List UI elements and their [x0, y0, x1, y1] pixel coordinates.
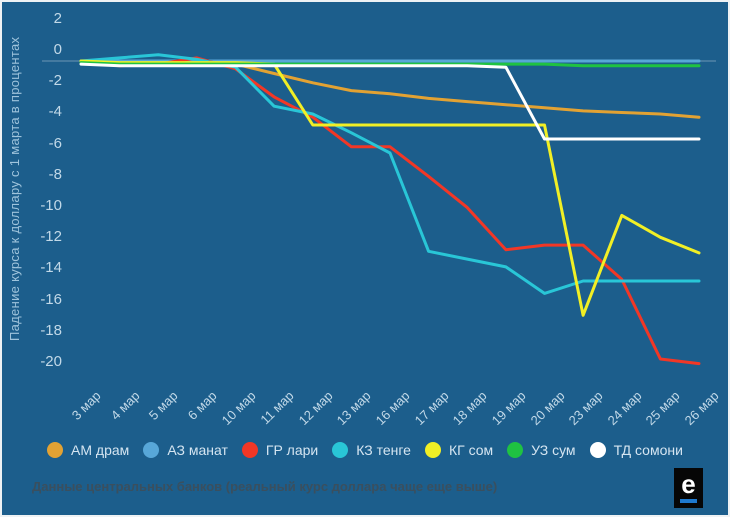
legend-item-kz-tenge: КЗ тенге	[332, 442, 411, 458]
y-tick-label: -4	[48, 103, 62, 121]
legend-dot-uz-sum	[507, 442, 524, 458]
legend-dot-kg-som	[424, 442, 441, 458]
legend-item-kg-som: КГ сом	[424, 442, 494, 458]
legend-dot-td-somoni	[589, 442, 606, 458]
legend-item-gr-lari: ГР лари	[241, 442, 319, 458]
series-line-td-somoni	[79, 62, 701, 141]
y-tick-label: -12	[40, 228, 62, 246]
logo-letter: e	[681, 468, 696, 499]
y-tick-label: -20	[40, 353, 62, 370]
legend-label-uz-sum: УЗ сум	[531, 442, 576, 458]
y-tick-label: -18	[40, 321, 62, 339]
legend: АМ драм АЗ манат ГР лари КЗ тенге КГ сом УЗ с…	[38, 442, 692, 458]
legend-item-az-manat: АЗ манат	[143, 442, 228, 458]
legend-item-uz-sum: УЗ сум	[507, 442, 576, 458]
y-tick-label: -16	[40, 290, 62, 308]
series-line-kg-som	[79, 59, 701, 317]
logo-underline	[680, 498, 697, 503]
legend-label-td-somoni: ТД сомони	[613, 442, 683, 458]
series-line-am-dram	[79, 59, 701, 119]
legend-dot-kz-tenge	[332, 442, 349, 458]
y-tick-label: -2	[48, 72, 62, 90]
series-line-gr-lari	[79, 56, 701, 366]
legend-dot-am-dram	[47, 442, 64, 458]
series-line-uz-sum	[79, 61, 701, 68]
legend-item-td-somoni: ТД сомони	[589, 442, 683, 458]
legend-dot-gr-lari	[241, 442, 258, 458]
legend-label-kg-som: КГ сом	[448, 442, 494, 458]
legend-label-kz-tenge: КЗ тенге	[356, 442, 411, 458]
source-note: Данные центральных банков (реальный курс…	[32, 479, 498, 494]
y-tick-label: 2	[53, 9, 62, 27]
y-tick-label: -14	[40, 259, 62, 277]
legend-label-az-manat: АЗ манат	[167, 442, 228, 458]
y-tick-label: -6	[48, 134, 62, 152]
y-tick-label: -8	[48, 165, 62, 183]
brand-logo: e	[674, 468, 703, 508]
legend-label-gr-lari: ГР лари	[265, 442, 319, 458]
legend-label-am-dram: АМ драм	[71, 442, 130, 458]
legend-dot-az-manat	[143, 442, 160, 458]
y-tick-label: 0	[53, 41, 62, 58]
legend-item-am-dram: АМ драм	[47, 442, 129, 458]
y-tick-label: -10	[40, 197, 62, 214]
